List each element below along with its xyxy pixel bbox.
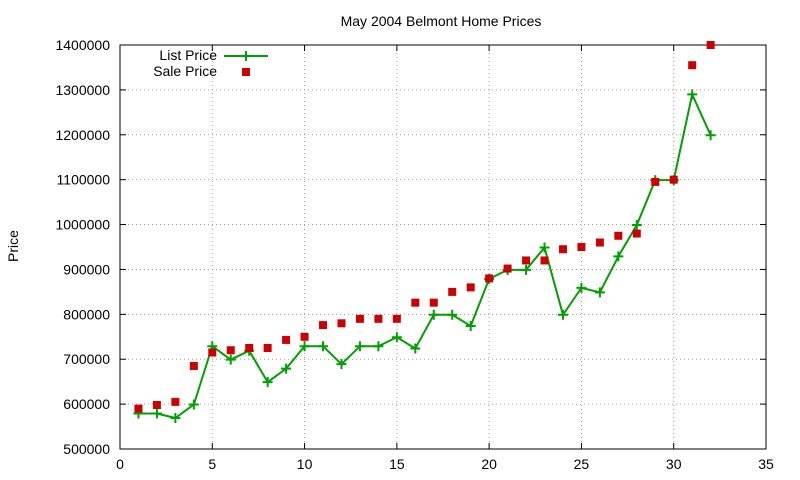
sale-price-point — [503, 264, 512, 273]
y-tick-label: 700000 — [63, 351, 110, 367]
list-price-point — [336, 359, 347, 370]
sale-price-point — [411, 298, 420, 307]
legend-sale-price-label: Sale Price — [153, 63, 217, 79]
sale-price-point — [337, 319, 346, 328]
sale-price-point — [595, 238, 604, 247]
y-axis-label: Price — [5, 230, 21, 262]
sale-price-point — [282, 335, 291, 344]
list-price-point — [299, 341, 310, 352]
sale-price-point — [558, 245, 567, 254]
sale-price-point — [540, 256, 549, 265]
list-price-point — [576, 282, 587, 293]
x-tick-label: 35 — [758, 456, 774, 472]
list-price-point — [594, 287, 605, 298]
sale-price-point — [448, 287, 457, 296]
list-price-point — [391, 332, 402, 343]
sale-price-point — [263, 344, 272, 352]
sale-price-point — [651, 177, 660, 186]
legend-list-price-label: List Price — [159, 47, 217, 63]
sale-price-point — [706, 41, 715, 49]
sale-price-point — [688, 61, 697, 70]
legend-sale-price-marker — [242, 68, 250, 76]
list-price-point — [373, 341, 384, 352]
sale-price-point — [466, 283, 475, 292]
series-0 — [133, 89, 716, 424]
list-price-point — [557, 309, 568, 320]
x-tick-label: 0 — [116, 456, 124, 472]
list-price-point — [539, 242, 550, 253]
list-price-point — [631, 220, 642, 231]
sale-price-point — [614, 231, 623, 240]
y-tick-label: 1000000 — [55, 217, 110, 233]
list-price-point — [151, 408, 162, 419]
y-tick-label: 600000 — [63, 396, 110, 412]
sale-price-point — [485, 274, 494, 283]
list-price-point — [705, 130, 716, 141]
sale-price-point — [429, 298, 438, 307]
x-tick-label: 25 — [574, 456, 590, 472]
list-price-line — [138, 91, 712, 420]
sale-price-point — [208, 348, 217, 357]
x-tick-label: 20 — [481, 456, 497, 472]
sale-price-point — [374, 314, 383, 323]
series — [133, 41, 716, 424]
sale-price-point — [300, 332, 309, 341]
sale-price-point — [319, 321, 328, 330]
sale-price-point — [171, 397, 180, 406]
list-price-point — [188, 399, 199, 410]
series-1 — [134, 41, 715, 413]
axis-ticks: 0 5 10 15 20 25 30 35 500000 600000 700000 800000 90… — [55, 37, 774, 472]
sale-price-point — [355, 314, 364, 323]
list-price-point — [521, 264, 532, 275]
y-tick-label: 1200000 — [55, 127, 110, 143]
list-price-point — [170, 413, 181, 424]
x-tick-label: 15 — [389, 456, 405, 472]
list-price-point — [613, 251, 624, 262]
list-price-point — [318, 341, 329, 352]
legend: List Price Sale Price — [153, 47, 268, 79]
grid — [120, 45, 766, 449]
sale-price-point — [392, 314, 401, 323]
sale-price-point — [152, 401, 161, 410]
y-tick-label: 500000 — [63, 441, 110, 457]
sale-price-point — [522, 256, 531, 265]
legend-list-price-marker — [241, 51, 251, 61]
sale-price-point — [577, 243, 586, 251]
list-price-point — [225, 354, 236, 365]
y-tick-label: 900000 — [63, 261, 110, 277]
list-price-point — [428, 309, 439, 320]
sale-price-point — [632, 229, 641, 238]
list-price-point — [447, 309, 458, 320]
list-price-point — [410, 343, 421, 354]
y-tick-label: 1400000 — [55, 37, 110, 53]
list-price-point — [465, 321, 476, 332]
x-tick-label: 30 — [666, 456, 682, 472]
sale-price-point — [189, 361, 198, 370]
list-price-point — [281, 363, 292, 374]
sale-price-point — [245, 344, 254, 352]
x-tick-label: 10 — [297, 456, 313, 472]
list-price-point — [262, 377, 273, 388]
chart-title: May 2004 Belmont Home Prices — [341, 13, 542, 29]
sale-price-point — [669, 175, 678, 184]
y-tick-label: 1100000 — [57, 172, 111, 188]
y-tick-label: 800000 — [63, 306, 110, 322]
sale-price-point — [226, 346, 235, 355]
x-tick-label: 5 — [208, 456, 216, 472]
y-tick-label: 1300000 — [55, 82, 110, 98]
plot-frame — [119, 44, 767, 450]
sale-price-point — [134, 404, 143, 413]
list-price-point — [687, 89, 698, 100]
list-price-point — [354, 341, 365, 352]
